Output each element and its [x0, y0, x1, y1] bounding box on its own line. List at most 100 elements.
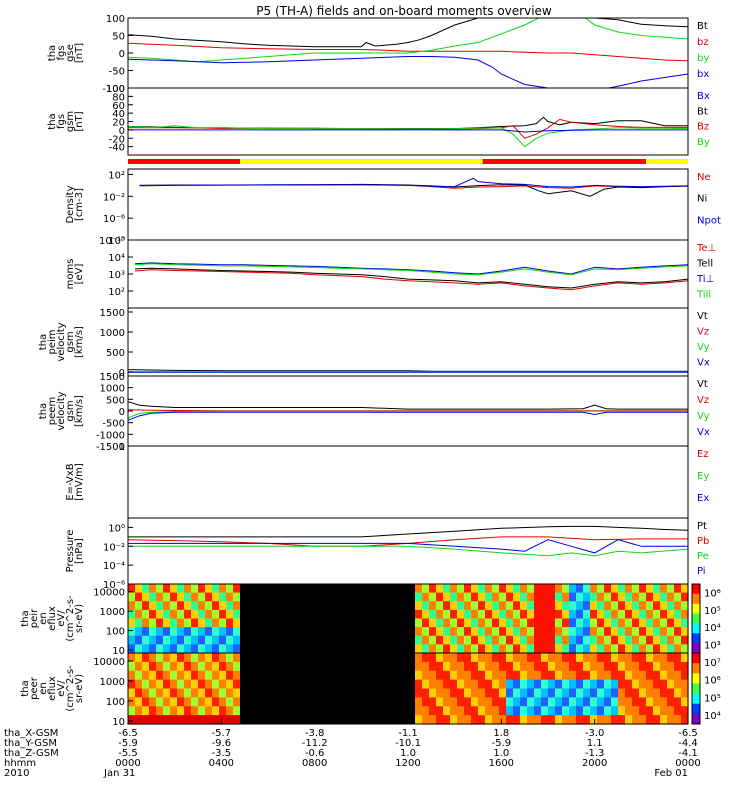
y-label-line: [eV] — [74, 264, 85, 285]
spectro-cell — [646, 653, 654, 663]
series-pressure-1 — [127, 536, 688, 547]
panel-frame — [127, 87, 689, 156]
spectro-cell — [212, 653, 220, 663]
spectro-cell — [583, 653, 591, 663]
spectro-cell — [527, 644, 535, 654]
spectro-cell — [646, 706, 654, 716]
legend-label: Bz — [697, 122, 709, 133]
spectro-cell — [128, 715, 136, 725]
spectro-cell — [534, 653, 542, 663]
spectro-cell — [128, 697, 136, 707]
spectro-cell — [457, 688, 465, 698]
colorbar-tick-label: 10⁵ — [704, 693, 721, 704]
spectro-cell — [450, 584, 458, 594]
spectro-cell — [422, 618, 430, 628]
spectro-cell — [639, 697, 647, 707]
spectro-cell — [226, 697, 234, 707]
series-density-2 — [139, 177, 689, 188]
spectro-cell — [667, 584, 675, 594]
spectro-cell — [639, 715, 647, 725]
spectro-cell — [184, 618, 192, 628]
spectro-cell — [653, 592, 661, 602]
spectro-gap — [247, 584, 255, 653]
legend-label: Vx — [697, 358, 710, 369]
spectro-cell — [604, 697, 612, 707]
spectro-cell — [149, 584, 157, 594]
spectro-cell — [674, 635, 682, 645]
spectro-cell — [436, 601, 444, 611]
spectro-cell — [485, 706, 493, 716]
spectro-gap — [324, 584, 332, 653]
spectro-cell — [226, 661, 234, 672]
spectro-cell — [233, 609, 241, 620]
spectro-cell — [576, 697, 584, 707]
spectro-cell — [660, 661, 668, 672]
panel-pressure: Pt Pb Pe Pi 10⁰ 10⁻² 10⁻⁴ 10⁻⁶ Pressure[nPa] — [65, 517, 709, 591]
spectro-cell — [170, 697, 178, 707]
spectro-cell — [527, 653, 535, 663]
y-tick-label: 20 — [112, 118, 125, 129]
spectro-cell — [142, 715, 150, 725]
spectro-cell — [653, 697, 661, 707]
spectro-cell — [492, 697, 500, 707]
spectro-cell — [443, 653, 451, 663]
spectro-cell — [471, 661, 479, 672]
spectro-cell — [646, 679, 654, 690]
spectro-cell — [443, 661, 451, 672]
spectro-cell — [191, 661, 199, 672]
spectro-cell — [464, 592, 472, 602]
panel-efield: Ez Ey Ex 1 E=-VxB[mV/m] — [65, 442, 709, 519]
spectro-cell — [520, 584, 528, 594]
spectro-cell — [674, 706, 682, 716]
y-tick-label: 10⁻⁶ — [103, 214, 125, 225]
spectro-cell — [604, 715, 612, 725]
colorbar-tick-label: 10⁶ — [704, 676, 721, 687]
y-tick-label: 0 — [119, 368, 125, 379]
spectro-cell — [492, 688, 500, 698]
spectro-cell — [506, 670, 514, 681]
legend-label: Pe — [697, 551, 709, 562]
spectro-cell — [499, 661, 507, 672]
spectro-cell — [478, 715, 486, 725]
spectro-cell — [492, 706, 500, 716]
spectro-cell — [163, 618, 171, 628]
spectro-cell — [632, 627, 640, 637]
spectro-gap — [310, 584, 318, 653]
spectro-cell — [135, 627, 143, 637]
spectro-cell — [471, 688, 479, 698]
spectro-cell — [674, 618, 682, 628]
spectro-cell — [569, 644, 577, 654]
spectro-cell — [443, 644, 451, 654]
spectro-cell — [163, 584, 171, 594]
spectro-cell — [625, 715, 633, 725]
plot-title: P5 (TH-A) fields and on-board moments ov… — [256, 4, 552, 18]
spectro-cell — [667, 661, 675, 672]
spectro-cell — [618, 706, 626, 716]
spectro-cell — [562, 661, 570, 672]
spectro-cell — [618, 661, 626, 672]
spectro-cell — [163, 592, 171, 602]
spectro-cell — [548, 706, 556, 716]
spectro-gap — [408, 653, 416, 724]
y-tick-label: 60 — [112, 101, 125, 112]
spectro-cell — [639, 706, 647, 716]
spectro-cell — [653, 715, 661, 725]
x-row-label: hhmm — [4, 758, 36, 769]
spectro-cell — [576, 609, 584, 620]
spectro-cell — [478, 609, 486, 620]
spectro-cell — [604, 688, 612, 698]
spectro-cell — [583, 627, 591, 637]
spectro-cell — [541, 584, 549, 594]
spectro-cell — [569, 618, 577, 628]
spectro-cell — [198, 644, 206, 654]
spectro-cell — [135, 661, 143, 672]
spectro-cell — [191, 653, 199, 663]
colorbar-cell — [692, 584, 700, 595]
legend-label: Pb — [697, 536, 709, 547]
colorbar-cell — [692, 613, 700, 624]
spectro-cell — [429, 584, 437, 594]
spectro-cell — [135, 715, 143, 725]
y-label-line: en — [38, 682, 49, 695]
spectro-cell — [478, 653, 486, 663]
spectro-cell — [485, 635, 493, 645]
